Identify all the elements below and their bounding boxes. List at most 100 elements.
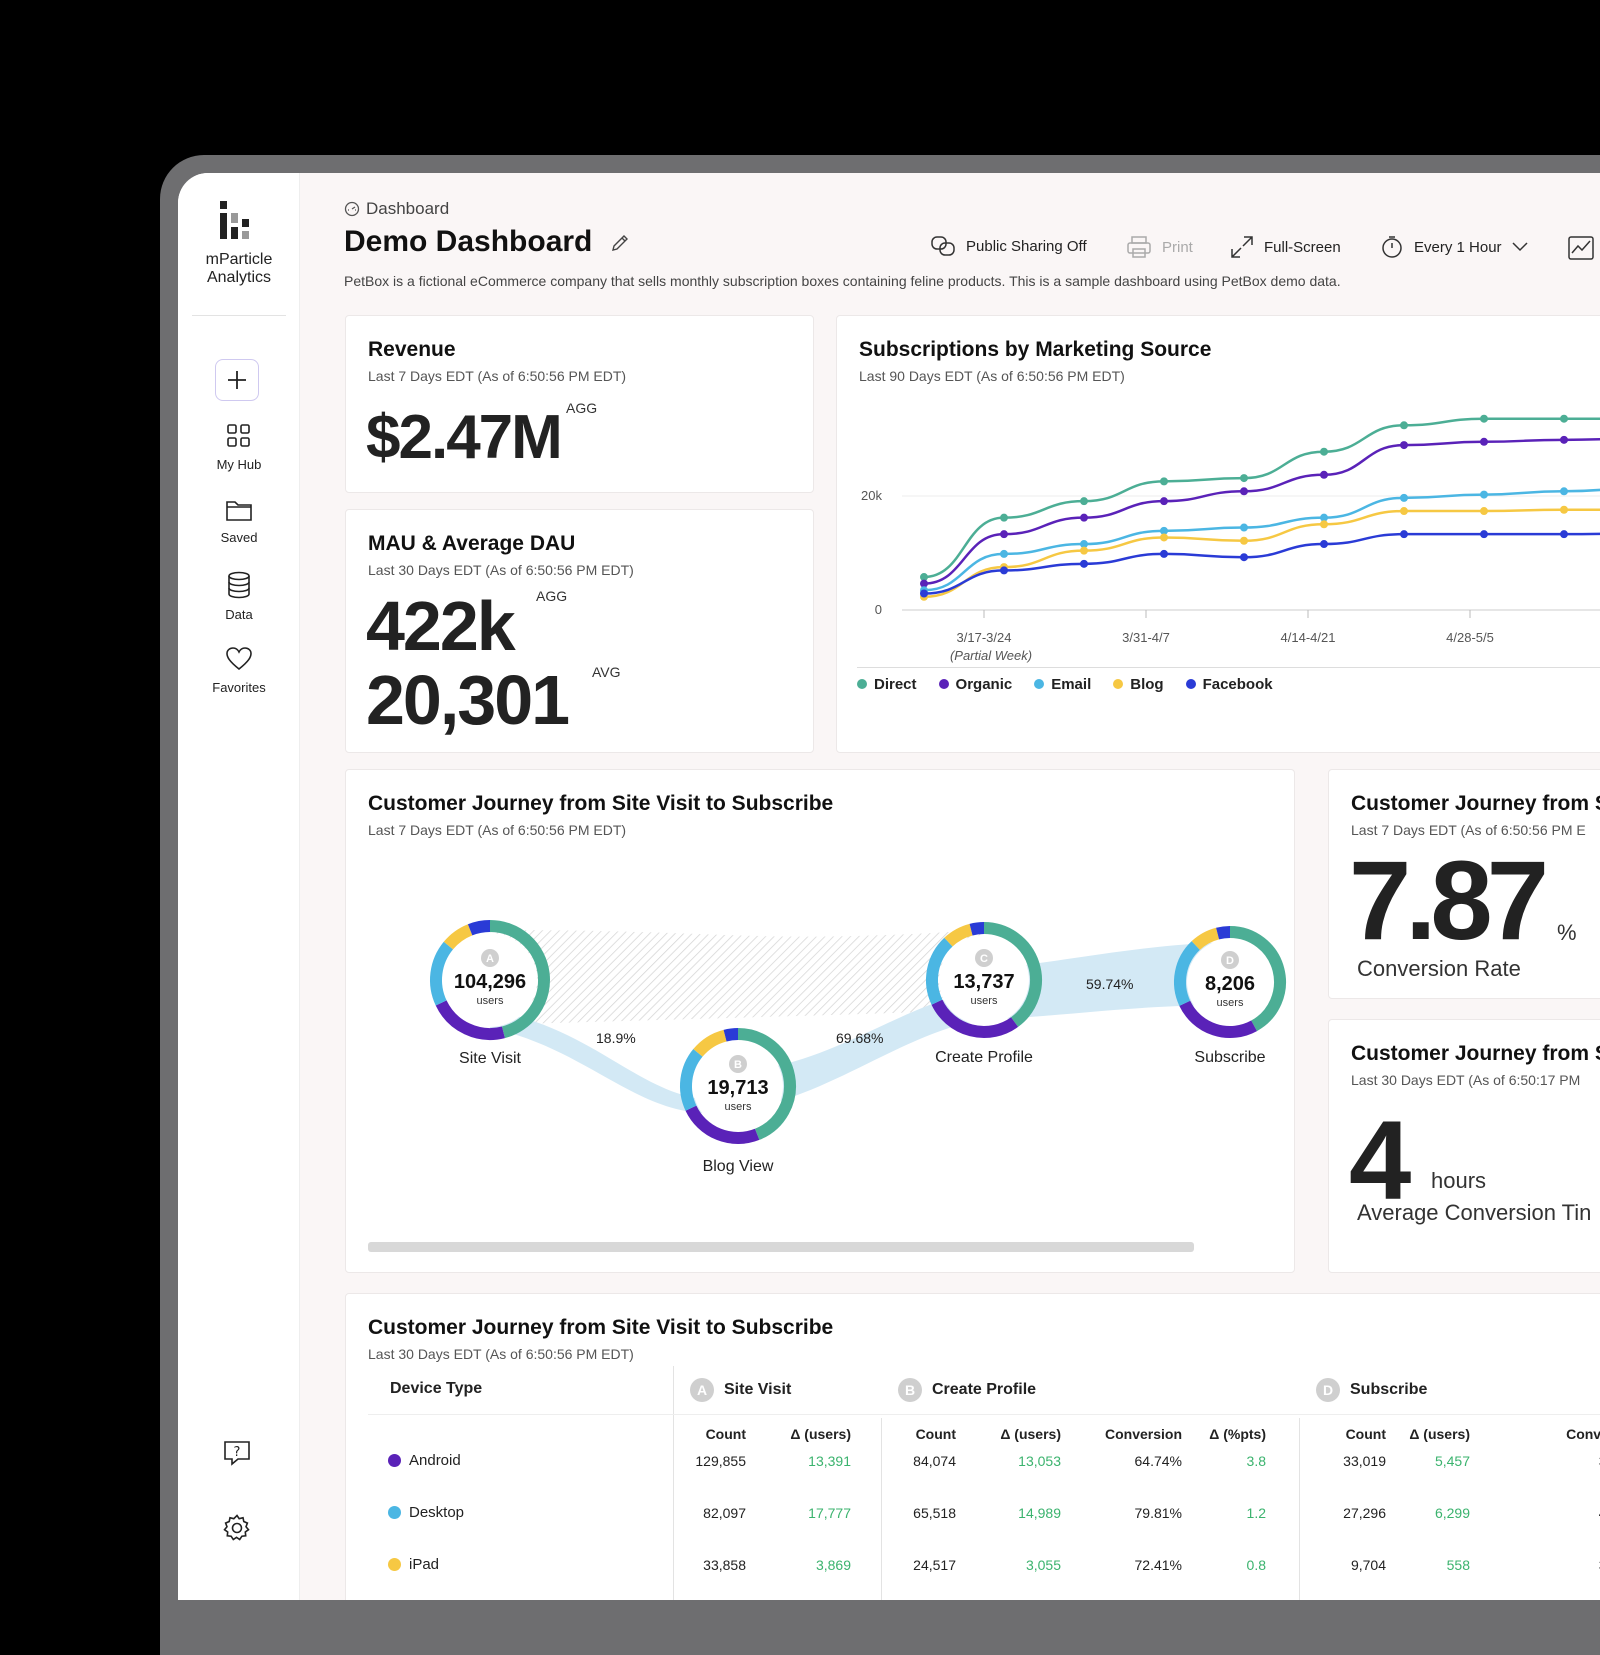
data-point[interactable] xyxy=(1480,437,1488,446)
data-point[interactable] xyxy=(1480,507,1488,516)
group-header-create-profile: B Create Profile xyxy=(898,1378,1036,1402)
data-point[interactable] xyxy=(1320,447,1328,456)
print-button[interactable]: Print xyxy=(1126,235,1193,259)
sidebar-item-my-hub[interactable]: My Hub xyxy=(178,423,300,472)
column-header[interactable]: Δ (%pts) xyxy=(1209,1426,1266,1442)
data-point[interactable] xyxy=(1080,559,1088,568)
column-header[interactable]: Δ (users) xyxy=(1409,1426,1470,1442)
node-unit: users xyxy=(725,1101,752,1113)
data-point[interactable] xyxy=(1080,546,1088,555)
legend-item-direct[interactable]: Direct xyxy=(857,676,917,693)
data-point[interactable] xyxy=(1480,414,1488,423)
column-header[interactable]: Count xyxy=(915,1426,956,1442)
data-point[interactable] xyxy=(1560,487,1568,496)
data-point[interactable] xyxy=(1000,549,1008,558)
horizontal-scrollbar[interactable] xyxy=(368,1242,1194,1252)
data-point[interactable] xyxy=(1560,435,1568,444)
legend-item-organic[interactable]: Organic xyxy=(938,676,1012,693)
data-point[interactable] xyxy=(1400,507,1408,516)
data-point[interactable] xyxy=(1160,526,1168,535)
table-cell: 129,855 xyxy=(695,1453,746,1469)
card-subtitle: Last 90 Days EDT (As of 6:50:56 PM EDT) xyxy=(859,368,1125,384)
data-point[interactable] xyxy=(1160,477,1168,486)
data-point[interactable] xyxy=(1480,530,1488,539)
breadcrumb[interactable]: Dashboard xyxy=(344,199,449,219)
legend-item-blog[interactable]: Blog xyxy=(1113,676,1164,693)
table-row-label[interactable]: Android xyxy=(388,1452,461,1469)
column-header[interactable]: Conversi xyxy=(1566,1426,1600,1442)
data-point[interactable] xyxy=(1000,530,1008,539)
card-subtitle: Last 30 Days EDT (As of 6:50:56 PM EDT) xyxy=(368,562,634,578)
data-point[interactable] xyxy=(1000,513,1008,522)
add-button[interactable] xyxy=(215,359,259,401)
link-percent: 69.68% xyxy=(836,1030,884,1046)
conversion-rate-value: 7.87 xyxy=(1349,838,1549,963)
data-point[interactable] xyxy=(1240,487,1248,496)
data-point[interactable] xyxy=(1320,540,1328,549)
data-point[interactable] xyxy=(920,589,928,598)
x-tick-label: 3/17-3/24 xyxy=(957,630,1012,645)
print-label: Print xyxy=(1162,238,1193,256)
dau-value: 20,301 xyxy=(366,661,570,739)
legend-swatch xyxy=(857,679,867,689)
public-sharing-button[interactable]: Public Sharing Off xyxy=(930,235,1087,257)
table-cell: 41.6 xyxy=(1516,1505,1600,1521)
sidebar-item-saved[interactable]: Saved xyxy=(178,498,300,545)
data-point[interactable] xyxy=(1240,536,1248,545)
sidebar-item-data[interactable]: Data xyxy=(178,571,300,622)
legend-item-facebook[interactable]: Facebook xyxy=(1185,676,1273,693)
journey-node-ring[interactable] xyxy=(1174,926,1286,1038)
legend-swatch xyxy=(1113,679,1124,689)
column-header[interactable]: Count xyxy=(705,1426,746,1442)
node-value: 104,296 xyxy=(454,971,526,993)
data-point[interactable] xyxy=(1240,474,1248,483)
table-cell: 27,296 xyxy=(1343,1505,1386,1521)
data-point[interactable] xyxy=(1080,513,1088,522)
fullscreen-button[interactable]: Full-Screen xyxy=(1230,235,1341,259)
data-point[interactable] xyxy=(1560,414,1568,423)
data-point[interactable] xyxy=(1240,523,1248,532)
column-header[interactable]: Conversion xyxy=(1104,1426,1182,1442)
journey-node-ring[interactable] xyxy=(430,920,550,1040)
data-point[interactable] xyxy=(1240,553,1248,562)
refresh-interval-select[interactable]: Every 1 Hour xyxy=(1380,235,1528,259)
data-point[interactable] xyxy=(1160,533,1168,542)
card-title: Customer Journey from Site Visit to Subs… xyxy=(368,792,834,815)
flow-band xyxy=(984,942,1230,1020)
table-row-label[interactable]: iPad xyxy=(388,1556,439,1573)
data-point[interactable] xyxy=(1400,530,1408,539)
column-header[interactable]: Δ (users) xyxy=(790,1426,851,1442)
step-letter: B xyxy=(734,1059,742,1071)
data-point[interactable] xyxy=(1560,505,1568,514)
data-point[interactable] xyxy=(1400,493,1408,502)
data-point[interactable] xyxy=(1560,530,1568,539)
ring-segment xyxy=(926,937,953,1005)
gear-icon[interactable] xyxy=(222,1513,252,1543)
data-point[interactable] xyxy=(1080,497,1088,506)
header-label: Device Type xyxy=(390,1380,483,1397)
data-point[interactable] xyxy=(1080,540,1088,549)
table-row-label[interactable]: Desktop xyxy=(388,1504,464,1521)
data-point[interactable] xyxy=(920,573,928,582)
data-point[interactable] xyxy=(1400,421,1408,430)
node-value: 13,737 xyxy=(953,971,1014,993)
legend-item-email[interactable]: Email xyxy=(1034,676,1091,693)
column-header[interactable]: Count xyxy=(1345,1426,1386,1442)
pencil-icon[interactable] xyxy=(610,233,630,253)
chart-icon[interactable] xyxy=(1568,236,1594,260)
journey-node-ring[interactable] xyxy=(680,1028,796,1144)
data-point[interactable] xyxy=(1480,490,1488,499)
help-icon[interactable]: ? xyxy=(222,1438,252,1468)
data-point[interactable] xyxy=(1320,513,1328,522)
table-cell: 6,299 xyxy=(1434,1505,1470,1521)
data-point[interactable] xyxy=(1400,441,1408,450)
data-point[interactable] xyxy=(1320,470,1328,479)
data-point[interactable] xyxy=(1320,520,1328,529)
journey-node-ring[interactable] xyxy=(926,922,1042,1038)
data-point[interactable] xyxy=(1000,566,1008,575)
data-point[interactable] xyxy=(1160,549,1168,558)
sidebar-item-favorites[interactable]: Favorites xyxy=(178,646,300,695)
data-point[interactable] xyxy=(1160,497,1168,506)
data-point[interactable] xyxy=(920,579,928,588)
column-header[interactable]: Δ (users) xyxy=(1000,1426,1061,1442)
